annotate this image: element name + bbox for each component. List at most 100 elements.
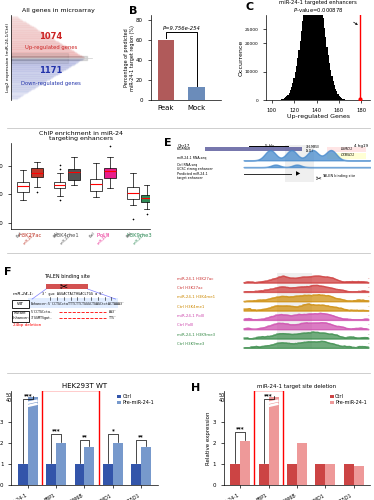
Text: Ctrl H3K4me1: Ctrl H3K4me1 <box>177 305 205 309</box>
Bar <box>286 96 287 100</box>
Title: HEK293T WT: HEK293T WT <box>62 383 107 389</box>
Text: H: H <box>191 384 201 394</box>
Text: B: B <box>129 6 138 16</box>
PathPatch shape <box>127 186 139 198</box>
PathPatch shape <box>90 180 102 191</box>
Text: miR-24-1 H3K4me1: miR-24-1 H3K4me1 <box>177 296 215 300</box>
Bar <box>18 464 28 485</box>
Bar <box>330 70 331 100</box>
Text: 24bp deletion: 24bp deletion <box>13 323 41 327</box>
Text: ***: *** <box>52 428 61 433</box>
Title: miR-24-1 target site deletion: miR-24-1 target site deletion <box>257 384 337 389</box>
Bar <box>290 90 291 101</box>
Bar <box>342 98 344 100</box>
FancyBboxPatch shape <box>12 300 29 308</box>
Y-axis label: Log2 expression (miR-24-1/Ctrl): Log2 expression (miR-24-1/Ctrl) <box>6 23 10 92</box>
Text: E: E <box>164 138 171 148</box>
Y-axis label: Percentage of predicted
miR-24-1 target region (%): Percentage of predicted miR-24-1 target … <box>124 25 135 90</box>
Bar <box>285 145 314 182</box>
Bar <box>282 99 284 100</box>
Bar <box>240 441 250 485</box>
Text: Ctrl: Ctrl <box>52 232 59 239</box>
Title: ChIP enrichment in miR-24
targeting enhancers: ChIP enrichment in miR-24 targeting enha… <box>39 130 123 141</box>
Bar <box>331 76 332 100</box>
Text: _: _ <box>367 322 368 326</box>
Bar <box>269 398 279 485</box>
Text: ***: *** <box>264 394 273 398</box>
Text: 746-MB50
(N.D.): 746-MB50 (N.D.) <box>306 145 320 154</box>
FancyBboxPatch shape <box>12 311 29 322</box>
Bar <box>103 464 113 485</box>
Text: miR-24-1: miR-24-1 <box>96 232 110 245</box>
Bar <box>42 390 99 489</box>
Title: miR-24-1 targeted enhancers
$P$-value=0.000878: miR-24-1 targeted enhancers $P$-value=0.… <box>279 0 357 14</box>
PathPatch shape <box>68 170 80 179</box>
Bar <box>325 37 327 100</box>
Bar <box>285 98 286 100</box>
Bar <box>157 40 174 100</box>
Legend: Ctrl, Pre-miR-24-1: Ctrl, Pre-miR-24-1 <box>116 394 155 406</box>
Bar <box>327 152 367 158</box>
Text: 5'CCTGCcta-: 5'CCTGCcta- <box>31 310 53 314</box>
Bar <box>337 94 339 100</box>
Text: TT5': TT5' <box>108 316 117 320</box>
Bar <box>289 92 290 100</box>
Text: P=9.756e-254: P=9.756e-254 <box>162 26 200 31</box>
PathPatch shape <box>54 182 65 188</box>
Bar <box>292 83 294 100</box>
Bar <box>131 464 141 485</box>
Text: ***: *** <box>24 394 32 398</box>
Bar <box>284 98 285 100</box>
Bar <box>46 284 88 289</box>
Bar <box>230 464 240 485</box>
Bar <box>317 0 318 100</box>
Bar <box>74 464 85 485</box>
Text: _: _ <box>367 312 368 316</box>
Legend: Ctrl, Pre-miR-24-1: Ctrl, Pre-miR-24-1 <box>329 394 368 406</box>
Bar <box>327 46 328 100</box>
X-axis label: Up-regulated Genes: Up-regulated Genes <box>287 114 350 119</box>
Bar <box>302 21 303 100</box>
Text: Ctrl: Ctrl <box>125 232 133 239</box>
Text: Mutant
Enhancer:: Mutant Enhancer: <box>11 311 29 320</box>
Text: 50: 50 <box>6 392 12 398</box>
Bar <box>309 0 310 100</box>
Bar <box>287 464 297 485</box>
Bar <box>28 298 119 308</box>
Bar <box>312 0 313 100</box>
Bar <box>332 82 334 100</box>
Text: Ctrl: Ctrl <box>89 232 96 239</box>
Bar <box>314 0 316 100</box>
Text: *: * <box>111 428 114 433</box>
Bar <box>324 28 325 101</box>
Text: miR-24-1: miR-24-1 <box>133 232 147 245</box>
Text: Ctrl H3K9me3: Ctrl H3K9me3 <box>177 342 205 346</box>
Text: _: _ <box>367 275 368 279</box>
Text: miR-24-1 H3K27ac: miR-24-1 H3K27ac <box>177 277 214 281</box>
Bar <box>141 448 151 485</box>
Bar <box>334 85 335 100</box>
Text: _: _ <box>367 284 368 288</box>
Bar <box>46 464 56 485</box>
Bar <box>205 148 302 151</box>
Bar <box>307 0 308 100</box>
Text: Enhancer:5'CCTGCctaTTTCTTCTGGGCTGAGCtctACTAAA3': Enhancer:5'CCTGCctaTTTCTTCTGGGCTGAGCtctA… <box>31 302 125 306</box>
Text: LSMD1: LSMD1 <box>341 147 353 151</box>
Bar <box>335 90 336 101</box>
Text: miR-24-1 PolII: miR-24-1 PolII <box>177 314 205 318</box>
Bar <box>344 464 354 485</box>
Bar <box>306 0 307 100</box>
Bar <box>291 87 292 101</box>
Bar <box>341 98 342 100</box>
Bar <box>315 464 325 485</box>
Bar <box>329 64 330 100</box>
Bar <box>303 11 304 101</box>
Text: 4 hg19: 4 hg19 <box>354 144 368 148</box>
Bar <box>287 95 289 100</box>
Text: Up-regulated genes: Up-regulated genes <box>25 45 77 50</box>
Bar <box>336 92 337 100</box>
Bar <box>321 0 322 100</box>
Text: **: ** <box>138 434 144 439</box>
Text: 3'GGMTSgat-: 3'GGMTSgat- <box>31 316 53 320</box>
Text: 3' guc AGGACTACTHGACLTGG a 5': 3' guc AGGACTACTHGACLTGG a 5' <box>42 292 104 296</box>
